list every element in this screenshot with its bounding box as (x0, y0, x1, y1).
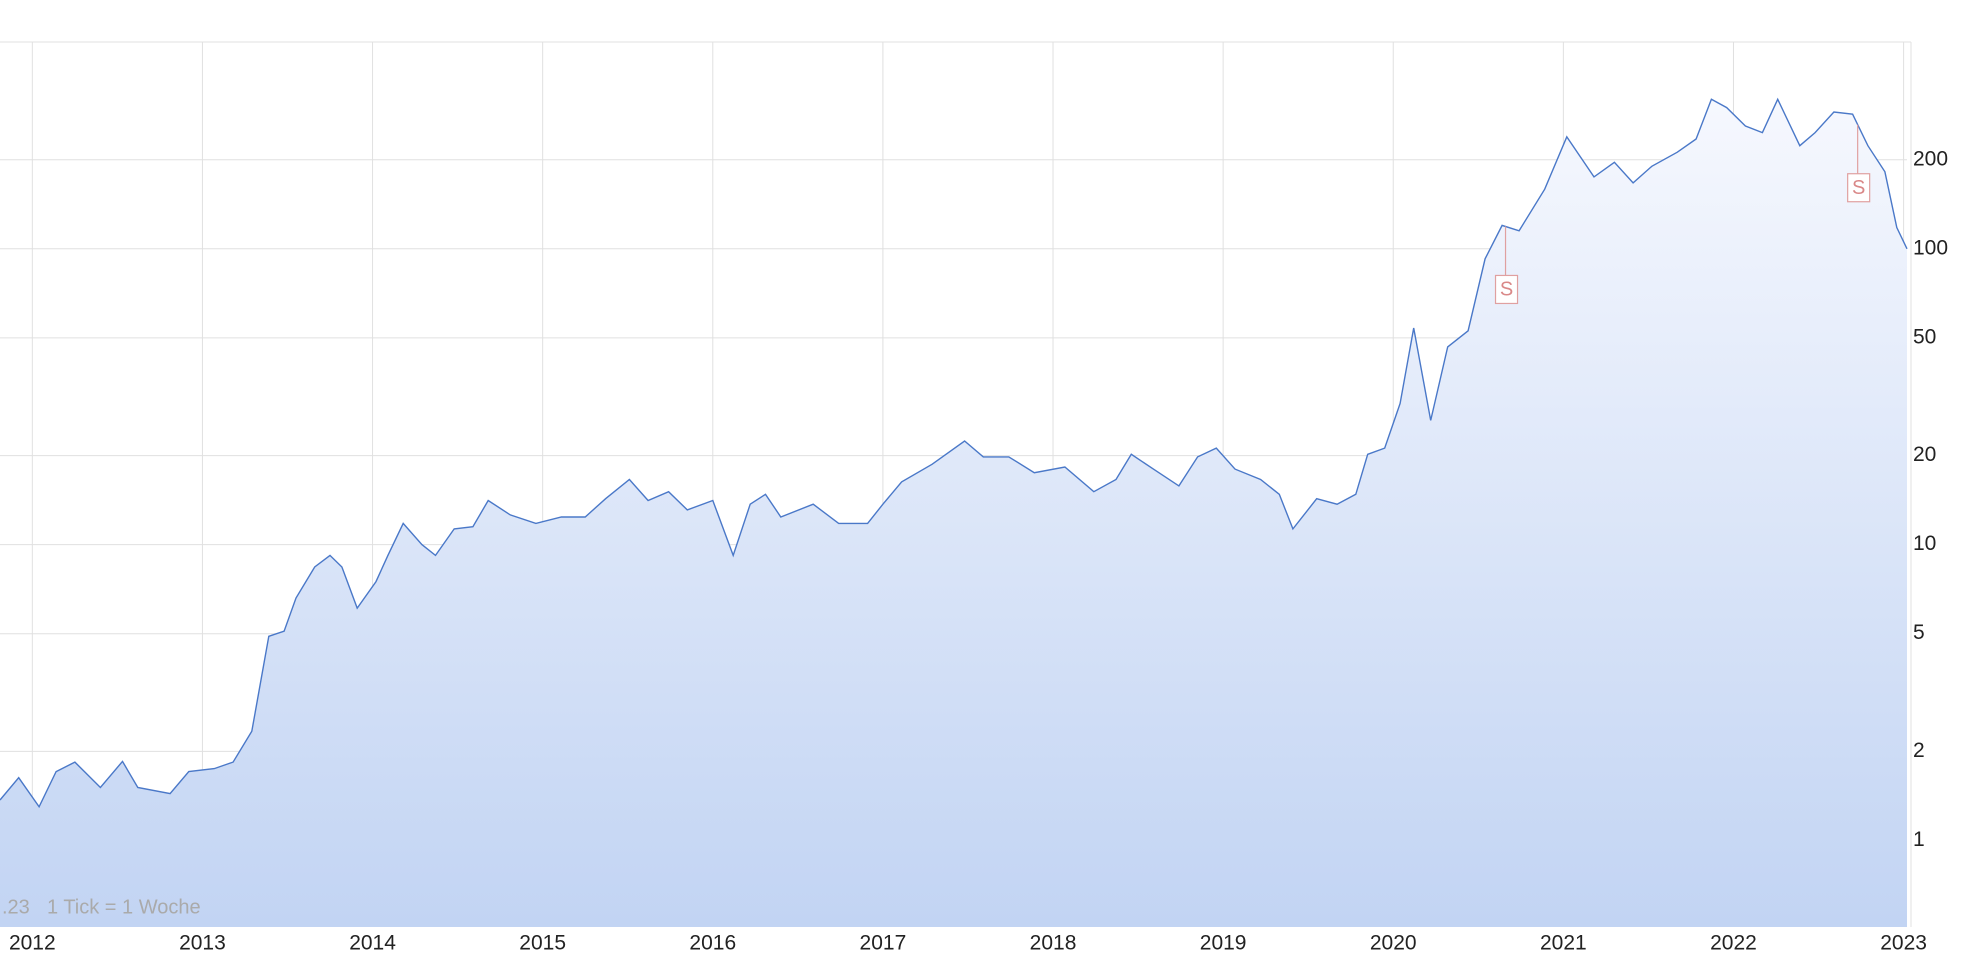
fragment-label: .23 (2, 896, 30, 918)
area-fill (0, 99, 1907, 928)
x-tick-label: 2021 (1540, 932, 1587, 955)
y-tick-label: 1 (1913, 828, 1925, 851)
x-tick-label: 2013 (179, 932, 226, 955)
y-tick-label: 200 (1913, 147, 1948, 170)
x-tick-label: 2012 (9, 932, 56, 955)
y-tick-label: 2 (1913, 739, 1925, 762)
plot: SS (0, 97, 1908, 928)
y-tick-label: 20 (1913, 443, 1936, 466)
event-label: S (1500, 279, 1513, 301)
x-tick-label: 2016 (689, 932, 736, 955)
event-box (1847, 173, 1871, 203)
y-tick-label: 50 (1913, 325, 1936, 348)
event-label: S (1852, 177, 1865, 199)
event-box (1494, 274, 1519, 305)
price-line (0, 97, 1908, 809)
x-tick-label: 2022 (1710, 932, 1757, 955)
x-tick-label: 2015 (519, 932, 566, 955)
y-tick-label: 10 (1913, 532, 1936, 555)
x-tick-label: 2023 (1880, 932, 1927, 955)
x-tick-label: 2018 (1030, 932, 1077, 955)
x-tick-label: 2014 (349, 932, 396, 955)
x-tick-label: 2020 (1370, 932, 1417, 955)
tick-note: 1 Tick = 1 Woche (47, 896, 201, 918)
y-tick-label: 100 (1913, 236, 1948, 259)
x-tick-label: 2019 (1200, 932, 1247, 955)
x-tick-label: 2017 (860, 932, 907, 955)
y-tick-label: 5 (1913, 621, 1925, 644)
